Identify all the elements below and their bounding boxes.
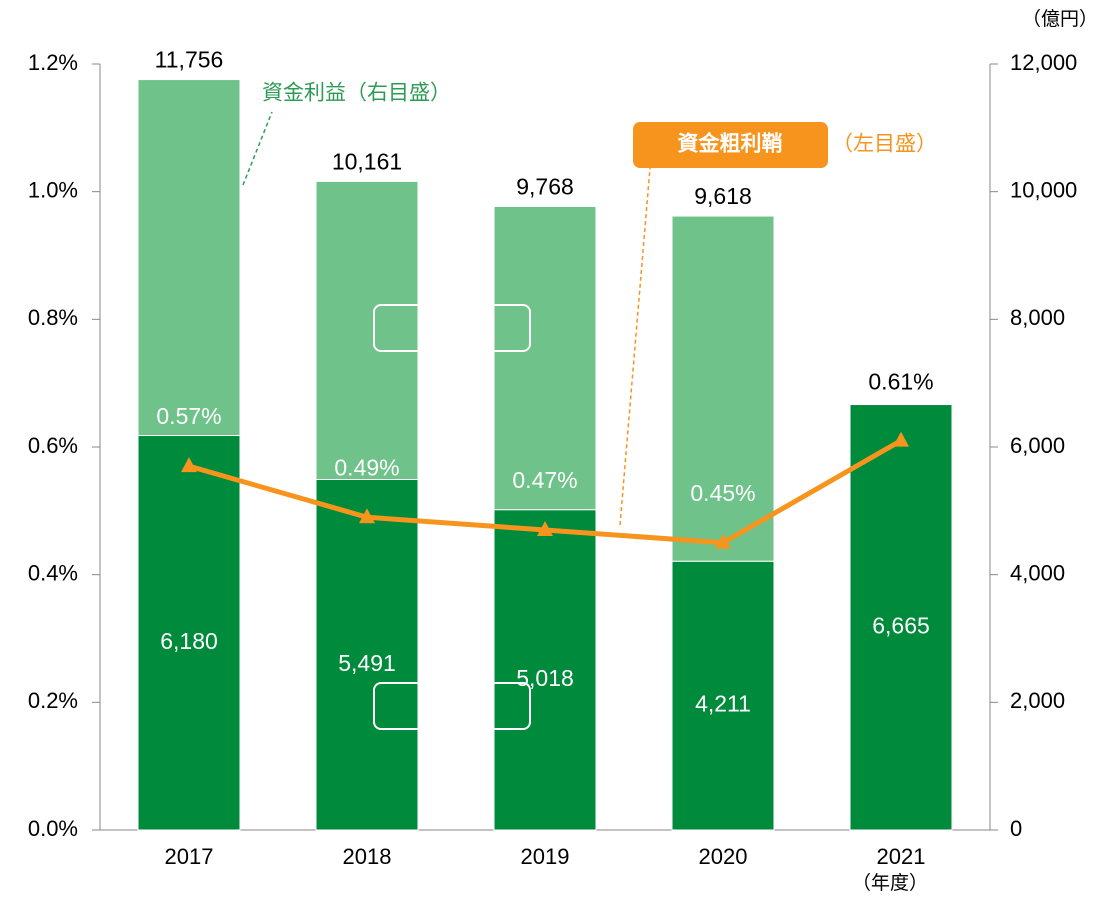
line-marker xyxy=(537,520,553,536)
y-tick-label: 0.8% xyxy=(28,305,78,330)
value-label: 4,211 xyxy=(695,691,751,717)
bar xyxy=(849,404,953,831)
bar xyxy=(493,205,597,511)
bar xyxy=(137,435,241,831)
y-tick-label: 0.0% xyxy=(28,816,78,841)
legend-box xyxy=(633,122,828,168)
legend-label: 下期 xyxy=(431,317,473,340)
callout-line xyxy=(619,167,651,526)
bar xyxy=(493,509,597,831)
total-label: 11,756 xyxy=(155,47,224,73)
total-label: 10,161 xyxy=(332,148,402,174)
x-tick-label: 2021 xyxy=(877,844,926,869)
line-marker xyxy=(893,431,909,447)
y-tick-label: 0.4% xyxy=(28,560,78,585)
y-tick-label: 1.2% xyxy=(28,50,78,75)
bar xyxy=(671,560,775,831)
x-tick-label: 2018 xyxy=(343,844,392,869)
x-unit: （年度） xyxy=(852,872,928,894)
x-tick-label: 2017 xyxy=(165,844,214,869)
legend-box xyxy=(373,304,531,352)
bar xyxy=(671,215,775,562)
y2-tick-label: 0 xyxy=(1010,816,1022,841)
line-marker xyxy=(715,533,731,549)
value-label: 5,491 xyxy=(338,650,396,676)
value-label: 6,180 xyxy=(160,628,218,654)
bar xyxy=(315,478,419,831)
y2-unit: （億円） xyxy=(1022,8,1098,30)
line-label: 0.49% xyxy=(334,454,399,480)
y-tick-label: 0.6% xyxy=(28,433,78,458)
line-marker xyxy=(181,457,197,473)
y2-tick-label: 8,000 xyxy=(1010,305,1065,330)
line-label: 0.57% xyxy=(156,403,221,429)
total-label: 9,618 xyxy=(694,183,752,209)
y2-tick-label: 2,000 xyxy=(1010,688,1065,713)
x-tick-label: 2019 xyxy=(521,844,570,869)
y-tick-label: 0.2% xyxy=(28,688,78,713)
callout-line xyxy=(242,111,273,186)
line-label: 0.45% xyxy=(690,480,755,506)
y2-tick-label: 10,000 xyxy=(1010,177,1077,202)
y2-tick-label: 4,000 xyxy=(1010,560,1065,585)
x-tick-label: 2020 xyxy=(699,844,748,869)
bar xyxy=(315,180,419,480)
legend-box xyxy=(373,682,531,730)
value-label: 5,018 xyxy=(516,665,574,691)
legend-label: 資金粗利鞘 xyxy=(678,132,783,156)
y2-tick-label: 12,000 xyxy=(1010,50,1077,75)
legend-label: 上期 xyxy=(431,695,473,718)
annotation: （左目盛） xyxy=(832,133,937,156)
line-label: 0.47% xyxy=(512,467,577,493)
line-marker xyxy=(359,508,375,524)
total-label: 9,768 xyxy=(516,174,574,200)
line-label: 0.61% xyxy=(868,369,933,395)
annotation: 資金利益（右目盛） xyxy=(262,82,451,105)
y-tick-label: 1.0% xyxy=(28,177,78,202)
value-label: 6,665 xyxy=(872,612,930,638)
y2-tick-label: 6,000 xyxy=(1010,433,1065,458)
bar xyxy=(137,79,241,437)
